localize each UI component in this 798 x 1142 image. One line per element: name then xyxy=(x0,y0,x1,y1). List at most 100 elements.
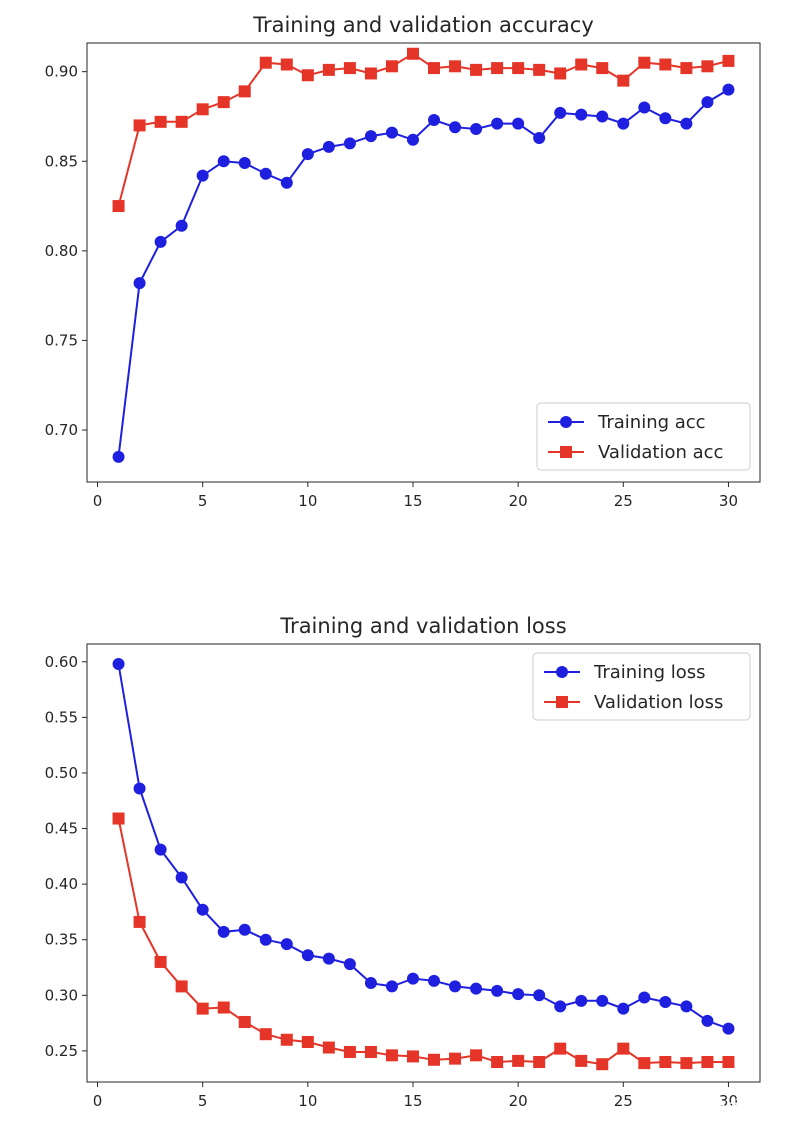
chart0-series-validation-point xyxy=(554,67,567,80)
chart0-series-training-point xyxy=(449,121,462,134)
chart0-series-validation-point xyxy=(638,56,651,69)
chart0-series-training-point xyxy=(554,106,567,119)
chart0-series-training-point xyxy=(343,137,356,150)
chart0-series-validation-point xyxy=(280,58,293,71)
chart1-series-validation-point xyxy=(575,1054,588,1067)
chart0-series-validation-point xyxy=(470,63,483,76)
chart0-series-validation-point xyxy=(112,200,125,213)
chart1-series-validation-point xyxy=(133,915,146,928)
chart0-series-validation-point xyxy=(617,74,630,87)
chart0-xtick-label: 0 xyxy=(93,492,103,510)
chart1-series-training-point xyxy=(491,984,504,997)
chart0-series-training-point xyxy=(617,117,630,130)
chart1-xtick-label: 15 xyxy=(403,1092,422,1110)
chart1-ytick-label: 0.45 xyxy=(45,820,78,838)
chart0-series-validation-point xyxy=(491,62,504,75)
chart1-xtick-label: 5 xyxy=(198,1092,208,1110)
chart1-legend-box xyxy=(532,652,751,721)
chart1-series-validation-point xyxy=(512,1054,525,1067)
chart0-legend-label: Training acc xyxy=(597,412,706,433)
chart0-series-training-point xyxy=(154,235,167,248)
chart1-series-training-point xyxy=(512,988,525,1001)
chart1-series-validation-point xyxy=(238,1015,251,1028)
chart0-series-training-point xyxy=(238,157,251,170)
chart0-series-validation-point xyxy=(680,62,693,75)
chart0-series-validation-point xyxy=(385,60,398,73)
chart1-series-training-point xyxy=(301,949,314,962)
chart0-series-training-point xyxy=(364,130,377,143)
loss-chart: Training and validation loss 0 5 10 15 20 25 30… xyxy=(45,614,761,1110)
chart0-series-training-point xyxy=(280,176,293,189)
chart1-series-validation-point xyxy=(638,1057,651,1070)
chart1-series-validation-point xyxy=(364,1045,377,1058)
chart0-series-training-point xyxy=(301,148,314,161)
chart1-legend-label: Training loss xyxy=(593,662,706,683)
chart0-legend-box xyxy=(536,402,751,471)
chart0-series-validation-point xyxy=(217,96,230,109)
chart1-series-training-point xyxy=(722,1022,735,1035)
chart0-series-training-point xyxy=(575,108,588,121)
chart0-ytick-label: 0.80 xyxy=(45,242,78,260)
chart0-series-validation-point xyxy=(722,54,735,67)
chart1-series-training-point xyxy=(701,1014,714,1027)
chart0-series-training-point xyxy=(701,96,714,109)
chart0-series-validation-point xyxy=(701,60,714,73)
chart1-series-validation-point xyxy=(680,1057,693,1070)
chart0-series-validation-point xyxy=(322,63,335,76)
chart1-series-training-point xyxy=(554,1000,567,1013)
chart0-series-validation-point xyxy=(533,63,546,76)
chart1-series-training-point xyxy=(428,974,441,987)
chart0-series-training-point xyxy=(722,83,735,96)
chart1-series-validation-point xyxy=(554,1042,567,1055)
chart1-series-training-point xyxy=(470,982,483,995)
chart1-series-validation-point xyxy=(196,1002,209,1015)
chart0-series-training-point xyxy=(512,117,525,130)
chart0-series-training-point xyxy=(659,112,672,125)
chart1-series-training-point xyxy=(175,871,188,884)
chart1-series-training-point xyxy=(322,952,335,965)
chart1-series-training-point xyxy=(449,980,462,993)
chart1-series-validation-point xyxy=(470,1049,483,1062)
chart0-series-training-point xyxy=(680,117,693,130)
chart0-series-training-point xyxy=(428,114,441,127)
chart1-series-training-point xyxy=(217,925,230,938)
chart0-ytick-label: 0.70 xyxy=(45,421,78,439)
chart0-series-validation-point xyxy=(512,62,525,75)
chart0-series-training-point xyxy=(133,277,146,290)
chart0-xtick-label: 20 xyxy=(509,492,528,510)
chart1-series-training-point xyxy=(343,958,356,971)
chart1-ytick-label: 0.25 xyxy=(45,1042,78,1060)
chart1-series-validation-point xyxy=(533,1055,546,1068)
chart0-series-training-point xyxy=(322,140,335,153)
chart1-ytick-label: 0.60 xyxy=(45,653,78,671)
chart1-series-training-point xyxy=(680,1000,693,1013)
watermark-text: @稀土掘金技术社区 xyxy=(630,1097,774,1116)
chart1-series-validation-point xyxy=(617,1042,630,1055)
chart1-series-validation-point xyxy=(154,955,167,968)
chart1-ytick-label: 0.30 xyxy=(45,986,78,1004)
chart1-series-validation-point xyxy=(343,1045,356,1058)
chart0-series-validation-point xyxy=(364,67,377,80)
chart1-title: Training and validation loss xyxy=(279,614,566,638)
chart1-legend-label: Validation loss xyxy=(594,692,723,713)
chart0-ytick-label: 0.85 xyxy=(45,152,78,170)
chart0-series-validation-point xyxy=(259,56,272,69)
chart0-series-validation-point xyxy=(406,47,419,60)
chart1-series-training-point xyxy=(533,989,546,1002)
chart1-series-training-point xyxy=(364,977,377,990)
chart0-series-training-point xyxy=(259,167,272,180)
chart0-ytick-label: 0.90 xyxy=(45,63,78,81)
chart1-series-training-point xyxy=(385,980,398,993)
chart0-xtick-label: 5 xyxy=(198,492,208,510)
chart0-series-validation-point xyxy=(575,58,588,71)
chart0-legend-marker xyxy=(560,446,572,458)
chart1-ytick-label: 0.50 xyxy=(45,764,78,782)
chart1-series-validation-point xyxy=(596,1058,609,1071)
chart0-series-training-point xyxy=(596,110,609,123)
chart1-series-validation-point xyxy=(322,1041,335,1054)
chart0-series-training-point xyxy=(112,450,125,463)
chart1-legend-marker xyxy=(556,666,568,678)
chart1-xtick-label: 0 xyxy=(93,1092,103,1110)
chart0-series-validation-point xyxy=(343,62,356,75)
